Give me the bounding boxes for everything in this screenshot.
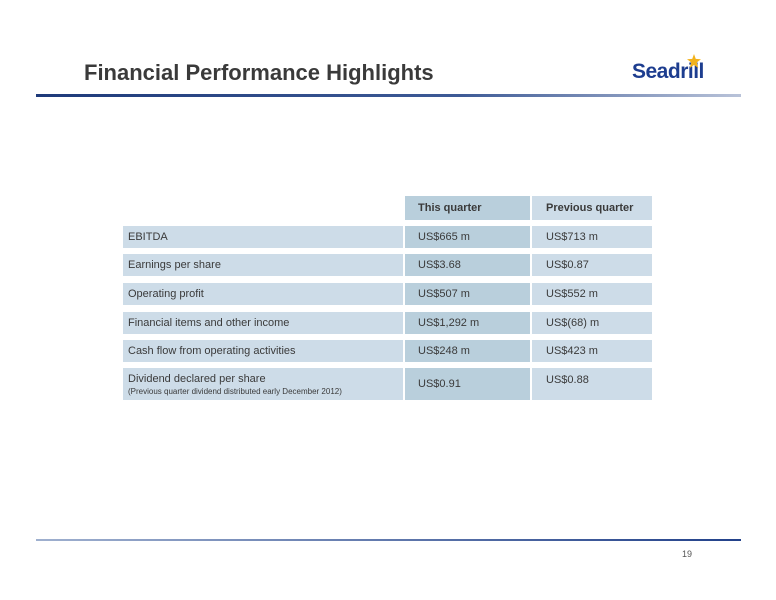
table-row: Dividend declared per share (Previous qu… xyxy=(123,368,652,400)
previous-quarter-value: US$(68) m xyxy=(532,312,652,334)
footer-divider xyxy=(36,539,741,541)
seadrill-logo: Seadrill xyxy=(632,54,722,88)
this-quarter-value: US$248 m xyxy=(405,340,530,362)
previous-quarter-value: US$552 m xyxy=(532,283,652,305)
table-row: Financial items and other income US$1,29… xyxy=(123,312,652,334)
row-label: Operating profit xyxy=(123,283,403,305)
this-quarter-value: US$665 m xyxy=(405,226,530,248)
header-divider xyxy=(36,94,741,97)
row-label: Financial items and other income xyxy=(123,312,403,334)
row-label: Earnings per share xyxy=(123,254,403,276)
row-sublabel: (Previous quarter dividend distributed e… xyxy=(128,386,342,396)
page-title: Financial Performance Highlights xyxy=(84,60,434,85)
previous-quarter-value: US$0.88 xyxy=(532,368,652,400)
table-header-row: This quarter Previous quarter xyxy=(123,196,652,220)
table-row: Cash flow from operating activities US$2… xyxy=(123,340,652,362)
previous-quarter-value: US$0.87 xyxy=(532,254,652,276)
page-number: 19 xyxy=(682,549,693,559)
this-quarter-value: US$0.91 xyxy=(405,368,530,400)
star-icon xyxy=(687,54,701,68)
row-label: EBITDA xyxy=(123,226,403,248)
logo-text: Seadrill xyxy=(632,60,704,83)
row-label-group: Dividend declared per share (Previous qu… xyxy=(123,368,403,400)
this-quarter-value: US$3.68 xyxy=(405,254,530,276)
table-row: EBITDA US$665 m US$713 m xyxy=(123,226,652,248)
header-previous-quarter: Previous quarter xyxy=(532,196,652,220)
table-row: Operating profit US$507 m US$552 m xyxy=(123,283,652,305)
this-quarter-value: US$1,292 m xyxy=(405,312,530,334)
row-label: Cash flow from operating activities xyxy=(123,340,403,362)
this-quarter-value: US$507 m xyxy=(405,283,530,305)
table-row: Earnings per share US$3.68 US$0.87 xyxy=(123,254,652,276)
previous-quarter-value: US$423 m xyxy=(532,340,652,362)
previous-quarter-value: US$713 m xyxy=(532,226,652,248)
header-this-quarter: This quarter xyxy=(405,196,530,220)
row-label: Dividend declared per share xyxy=(128,372,266,385)
